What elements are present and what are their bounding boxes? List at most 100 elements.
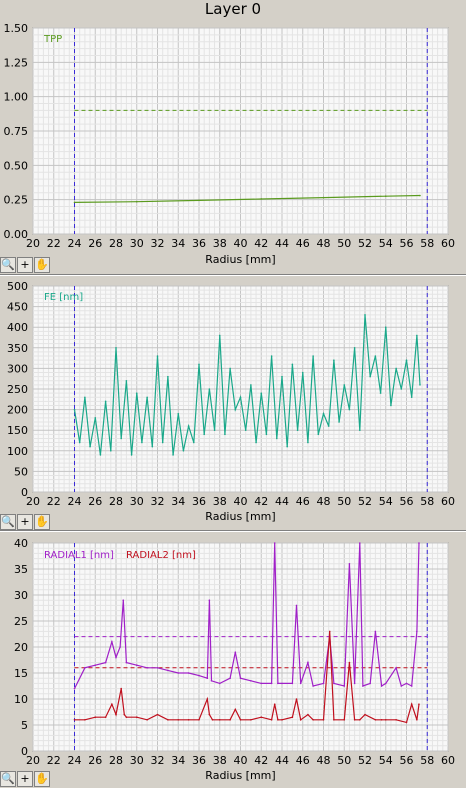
data-point bbox=[94, 664, 97, 666]
x-tick-label: 56 bbox=[400, 754, 414, 767]
data-point bbox=[73, 408, 76, 411]
y-tick-label: 200 bbox=[7, 404, 28, 417]
hand-pan-icon[interactable]: ✋ bbox=[34, 257, 50, 273]
data-point bbox=[123, 713, 126, 716]
tpp-chart[interactable]: 20 22 24 26 28 30 32 34 36 38 40 42 44 46 48 50 52 54 56 58… bbox=[0, 20, 466, 274]
data-point bbox=[328, 630, 331, 633]
zoom-icon[interactable]: 🔍 bbox=[0, 514, 16, 530]
x-tick-label: 56 bbox=[400, 237, 414, 250]
data-point bbox=[265, 433, 268, 436]
x-tick-label: 48 bbox=[317, 237, 331, 250]
data-point bbox=[317, 433, 320, 436]
x-tick-label: 20 bbox=[26, 495, 40, 508]
data-point bbox=[322, 196, 325, 199]
zoom-icon[interactable]: 🔍 bbox=[0, 771, 16, 787]
x-tick-label: 58 bbox=[420, 754, 434, 767]
x-tick-label: 44 bbox=[275, 754, 289, 767]
data-point bbox=[130, 454, 133, 456]
data-point bbox=[104, 661, 107, 664]
y-tick-label: 1.50 bbox=[4, 22, 29, 35]
data-point bbox=[120, 437, 122, 440]
y-tick-label: 20 bbox=[14, 641, 28, 654]
data-point bbox=[418, 542, 420, 544]
data-point bbox=[84, 667, 86, 669]
zoom-icon[interactable]: 🔍 bbox=[0, 257, 16, 273]
data-point bbox=[177, 672, 180, 674]
data-point bbox=[239, 396, 242, 399]
data-point bbox=[239, 719, 242, 721]
y-tick-label: 50 bbox=[14, 465, 28, 478]
data-point bbox=[203, 433, 205, 436]
data-point bbox=[73, 687, 76, 690]
radial-chart[interactable]: 20 22 24 26 28 30 32 34 36 38 40 42 44 46 48 50 52 54 56 58… bbox=[0, 532, 466, 788]
data-point bbox=[146, 396, 148, 399]
y-tick-label: 450 bbox=[7, 301, 28, 314]
x-tick-label: 28 bbox=[109, 754, 123, 767]
data-point bbox=[234, 408, 237, 411]
crosshair-icon[interactable]: + bbox=[17, 771, 33, 787]
data-point bbox=[255, 441, 257, 444]
data-point bbox=[177, 412, 180, 415]
data-point bbox=[416, 630, 418, 633]
fe-chart[interactable]: 20 22 24 26 28 30 32 34 36 38 40 42 44 46 48 50 52 54 56 58… bbox=[0, 276, 466, 530]
crosshair-icon[interactable]: + bbox=[17, 257, 33, 273]
x-tick-label: 48 bbox=[317, 495, 331, 508]
x-tick-label: 48 bbox=[317, 754, 331, 767]
y-tick-label: 0 bbox=[21, 486, 28, 499]
data-point bbox=[384, 195, 387, 198]
data-point bbox=[250, 719, 252, 721]
data-point bbox=[291, 682, 294, 685]
x-tick-label: 54 bbox=[379, 754, 393, 767]
y-tick-label: 0.75 bbox=[4, 125, 29, 138]
x-axis-label: Radius [mm] bbox=[205, 510, 275, 523]
y-tick-label: 15 bbox=[14, 667, 28, 680]
data-point bbox=[296, 429, 299, 431]
data-point bbox=[343, 384, 346, 386]
y-tick-label: 100 bbox=[7, 445, 28, 458]
data-point bbox=[359, 719, 361, 721]
x-tick-label: 36 bbox=[192, 495, 206, 508]
series-line bbox=[74, 631, 420, 724]
data-point bbox=[348, 563, 351, 565]
x-axis-label: Radius [mm] bbox=[205, 253, 275, 266]
data-point bbox=[229, 677, 231, 679]
data-point bbox=[362, 685, 364, 687]
data-point bbox=[146, 667, 148, 669]
x-tick-label: 24 bbox=[68, 495, 82, 508]
data-point bbox=[416, 719, 418, 721]
data-point bbox=[125, 379, 128, 382]
x-tick-label: 42 bbox=[254, 495, 268, 508]
data-point bbox=[260, 198, 263, 200]
x-tick-label: 34 bbox=[171, 495, 185, 508]
hand-pan-icon[interactable]: ✋ bbox=[34, 771, 50, 787]
data-point bbox=[322, 719, 325, 721]
hand-pan-icon[interactable]: ✋ bbox=[34, 514, 50, 530]
data-point bbox=[307, 441, 309, 444]
data-point bbox=[390, 404, 392, 407]
x-tick-label: 50 bbox=[337, 237, 351, 250]
data-point bbox=[206, 698, 209, 700]
data-point bbox=[270, 719, 273, 721]
crosshair-icon[interactable]: + bbox=[17, 514, 33, 530]
x-tick-label: 28 bbox=[109, 495, 123, 508]
data-point bbox=[210, 680, 213, 682]
x-tick-label: 30 bbox=[130, 754, 144, 767]
y-tick-label: 300 bbox=[7, 362, 28, 375]
data-point bbox=[135, 716, 138, 718]
data-point bbox=[89, 445, 91, 448]
data-point bbox=[229, 367, 231, 370]
data-point bbox=[260, 716, 263, 718]
y-tick-label: 1.00 bbox=[4, 91, 29, 104]
x-tick-label: 32 bbox=[151, 754, 165, 767]
y-tick-label: 10 bbox=[14, 693, 28, 706]
data-point bbox=[115, 347, 117, 349]
x-tick-label: 52 bbox=[358, 495, 372, 508]
data-point bbox=[277, 719, 279, 721]
x-tick-label: 20 bbox=[26, 754, 40, 767]
data-point bbox=[379, 392, 382, 394]
x-tick-label: 26 bbox=[88, 754, 102, 767]
panel-divider bbox=[0, 530, 466, 532]
data-point bbox=[198, 719, 200, 721]
data-point bbox=[260, 682, 263, 685]
x-tick-label: 34 bbox=[171, 237, 185, 250]
